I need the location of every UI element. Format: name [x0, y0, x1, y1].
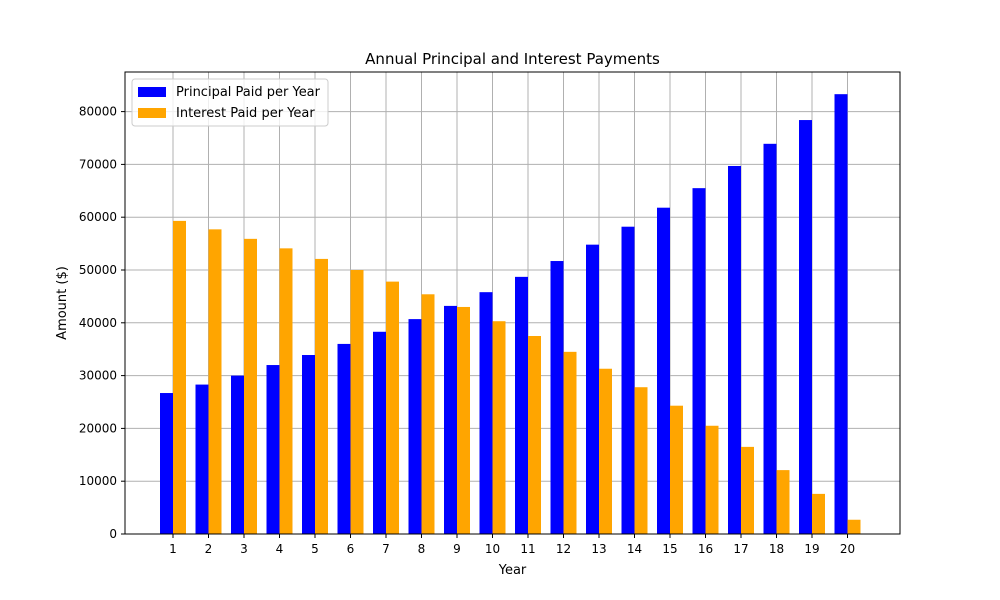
x-tick-label: 5: [311, 542, 319, 556]
x-tick-label: 3: [240, 542, 248, 556]
x-tick-label: 9: [453, 542, 461, 556]
x-tick-label: 14: [627, 542, 642, 556]
x-tick-label: 8: [418, 542, 426, 556]
bar-interest: [350, 270, 364, 534]
bar-principal: [586, 244, 599, 534]
y-tick-label: 30000: [79, 369, 117, 383]
x-tick-label: 19: [804, 542, 819, 556]
ticks-layer: 1 2 3 4 5 6 7 8 9 10 11 12 13 14 15 16 17 18 19 20010000200…: [79, 105, 855, 556]
bar-principal: [550, 261, 564, 534]
bar-interest: [315, 258, 328, 534]
x-tick-label: 12: [556, 542, 571, 556]
bar-principal: [799, 120, 812, 534]
bar-interest: [634, 387, 648, 534]
legend-swatch-interest: [138, 108, 166, 118]
bar-interest: [386, 281, 399, 534]
bar-interest: [279, 248, 293, 535]
y-tick-label: 40000: [79, 316, 117, 330]
y-tick-label: 60000: [79, 210, 117, 224]
bar-interest: [705, 425, 719, 534]
x-tick-label: 6: [347, 542, 355, 556]
x-tick-label: 7: [382, 542, 390, 556]
bars-layer: [160, 94, 861, 535]
bar-principal: [195, 384, 209, 534]
x-tick-label: 13: [591, 542, 606, 556]
legend: Principal Paid per Year Interest Paid pe…: [131, 78, 329, 127]
x-tick-label: 1: [169, 542, 177, 556]
x-tick-label: 15: [662, 542, 677, 556]
plot-frame: [124, 71, 901, 535]
bar-interest: [421, 294, 435, 534]
chart-title: Annual Principal and Interest Payments: [365, 50, 660, 68]
bar-principal: [408, 319, 422, 534]
bar-interest: [599, 368, 612, 534]
x-axis-title: Year: [498, 563, 527, 578]
bar-interest: [563, 351, 577, 534]
bar-interest: [528, 336, 541, 534]
bar-interest: [492, 321, 506, 534]
bar-principal: [266, 365, 280, 534]
bar-interest: [670, 405, 683, 534]
bar-principal: [231, 375, 244, 534]
bar-interest: [776, 470, 790, 534]
x-tick-label: 17: [733, 542, 748, 556]
bar-principal: [373, 331, 386, 534]
bar-principal: [302, 355, 315, 534]
bar-principal: [621, 226, 635, 535]
bar-interest: [208, 229, 222, 534]
legend-label-interest: Interest Paid per Year: [176, 106, 315, 121]
y-tick-label: 80000: [79, 105, 117, 119]
y-tick-label: 70000: [79, 157, 117, 171]
y-tick-label: 50000: [79, 263, 117, 277]
x-tick-label: 10: [485, 542, 500, 556]
bar-interest: [457, 306, 470, 534]
x-tick-label: 2: [205, 542, 213, 556]
legend-box: [131, 78, 329, 127]
bar-principal: [479, 292, 493, 534]
bar-principal: [834, 94, 848, 535]
x-tick-label: 18: [769, 542, 784, 556]
y-tick-label: 0: [109, 527, 117, 541]
bar-interest: [847, 519, 861, 534]
legend-swatch-principal: [138, 87, 166, 97]
y-tick-label: 10000: [79, 474, 117, 488]
bar-principal: [337, 343, 351, 534]
y-tick-label: 20000: [79, 421, 117, 435]
bar-principal: [763, 143, 777, 535]
bar-principal: [515, 276, 528, 534]
bar-interest: [173, 220, 186, 534]
bar-interest: [812, 493, 825, 534]
bar-principal: [657, 207, 670, 535]
bar-principal: [728, 165, 741, 534]
bar-principal: [160, 393, 173, 534]
bar-principal: [692, 188, 706, 534]
x-tick-label: 16: [698, 542, 713, 556]
legend-label-principal: Principal Paid per Year: [176, 85, 321, 100]
x-tick-label: 20: [840, 542, 855, 556]
x-tick-label: 4: [276, 542, 284, 556]
bar-interest: [244, 238, 257, 534]
x-tick-label: 11: [520, 542, 535, 556]
bar-principal: [444, 305, 457, 534]
bar-interest: [741, 446, 754, 534]
y-axis-title: Amount ($): [55, 266, 70, 340]
